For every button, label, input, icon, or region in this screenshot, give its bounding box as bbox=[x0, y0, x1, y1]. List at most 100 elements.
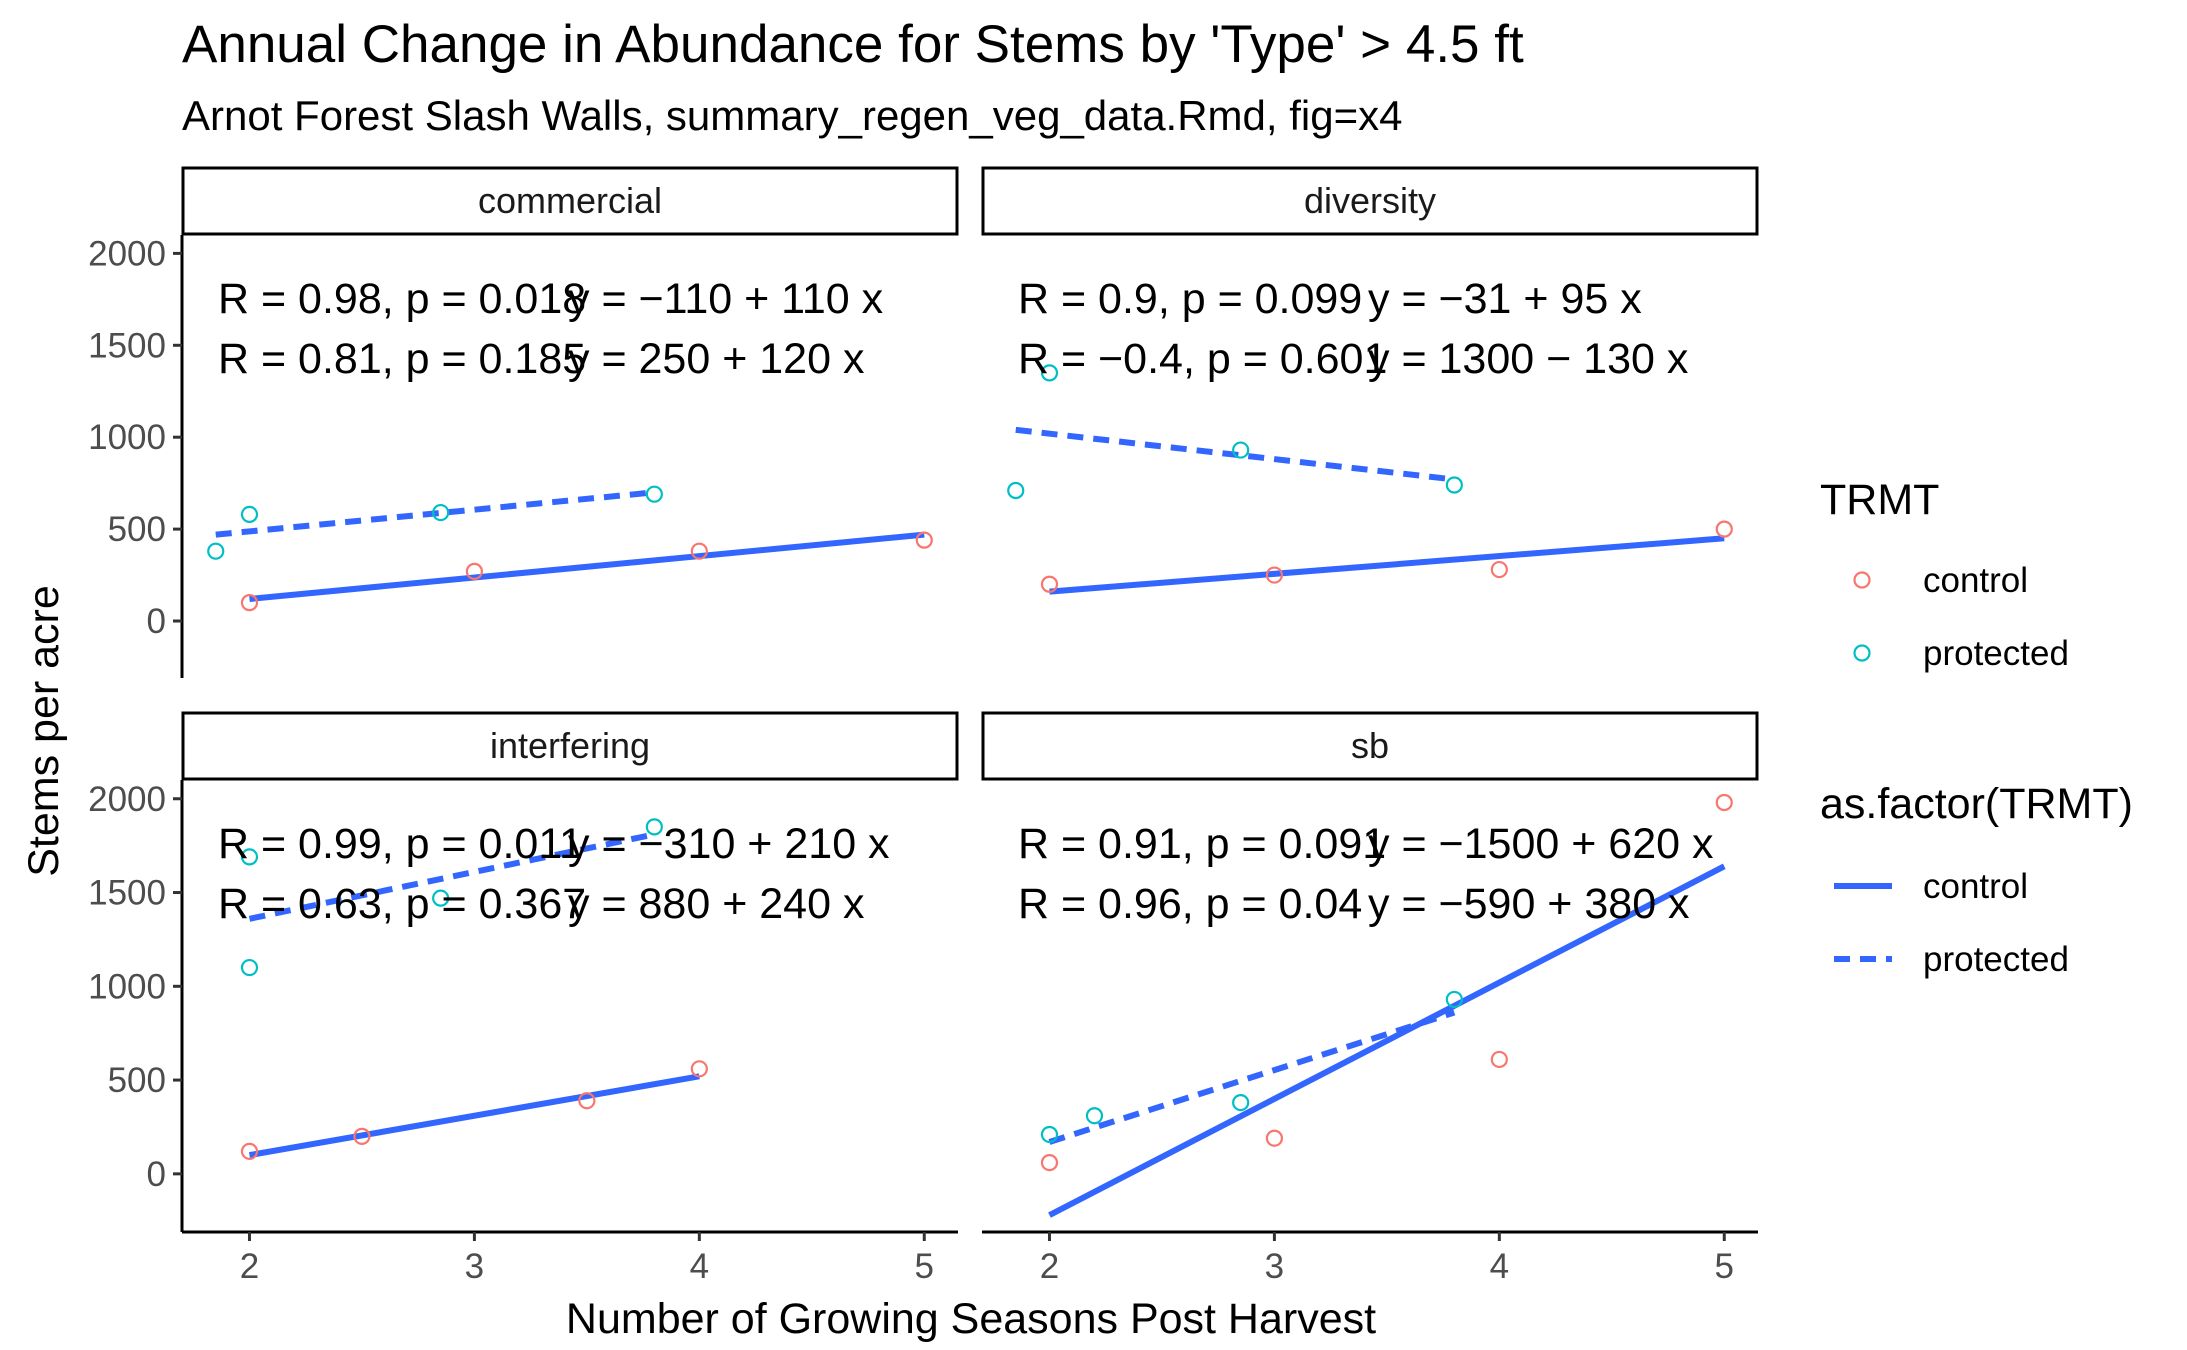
legend-key-point-control bbox=[1853, 571, 1871, 589]
facet-panel-interfering: interfering 0 500 1000 1500 2000 2 3 4 5 R = 0.99,… bbox=[88, 711, 959, 1286]
protected-trend-line bbox=[215, 489, 655, 538]
protected-point bbox=[1007, 481, 1025, 500]
equation-annotation: y = −310 + 210 x bbox=[568, 820, 890, 868]
control-point bbox=[690, 542, 708, 560]
correlation-annotation: R = 0.98, p = 0.018 bbox=[218, 275, 586, 323]
x-tick-label: 5 bbox=[915, 1247, 934, 1286]
y-tick-label: 2000 bbox=[88, 780, 166, 819]
x-tick-label: 2 bbox=[1040, 1247, 1059, 1286]
protected-point bbox=[1040, 364, 1059, 382]
control-point bbox=[1265, 1129, 1284, 1147]
facet-strip bbox=[181, 166, 959, 236]
legend-label-point-control: control bbox=[1923, 561, 2028, 600]
control-point bbox=[1715, 520, 1733, 538]
legend-label-point-protected: protected bbox=[1923, 634, 2069, 673]
facet-strip-label: sb bbox=[1351, 725, 1389, 766]
x-tick-label: 3 bbox=[465, 1247, 484, 1286]
control-point bbox=[1490, 1050, 1508, 1069]
correlation-annotation: R = 0.91, p = 0.091 bbox=[1018, 820, 1386, 868]
protected-trend-line bbox=[1048, 1009, 1456, 1145]
legend: TRMT control protected as.factor(TRMT) contr… bbox=[1820, 476, 2133, 979]
control-trend-line bbox=[1049, 535, 1725, 595]
correlation-annotation: R = 0.81, p = 0.185 bbox=[218, 335, 586, 383]
y-tick-label: 0 bbox=[147, 1155, 166, 1194]
protected-point bbox=[1040, 1125, 1059, 1144]
y-tick-label: 2000 bbox=[88, 234, 166, 273]
equation-annotation: y = 1300 − 130 x bbox=[1368, 335, 1689, 383]
chart-title: Annual Change in Abundance for Stems by … bbox=[182, 15, 1524, 74]
control-point bbox=[915, 531, 933, 549]
control-trend-line bbox=[249, 531, 925, 602]
x-tick-label: 2 bbox=[240, 1247, 259, 1286]
facet-strip-label: diversity bbox=[1304, 180, 1436, 221]
correlation-annotation: R = −0.4, p = 0.601 bbox=[1018, 335, 1387, 383]
y-tick-label: 500 bbox=[108, 510, 166, 549]
protected-trend-line bbox=[248, 831, 655, 922]
y-axis-title: Stems per acre bbox=[20, 585, 68, 877]
protected-point bbox=[240, 848, 259, 866]
facet-strip bbox=[981, 166, 1759, 236]
facet-panels: commercial 0 500 1000 1500 2000 R = 0.98, p = … bbox=[88, 166, 1759, 1286]
y-tick-label: 0 bbox=[147, 602, 166, 641]
correlation-annotation: R = 0.96, p = 0.04 bbox=[1018, 880, 1362, 928]
equation-annotation: y = −1500 + 620 x bbox=[1368, 820, 1714, 868]
y-tick-label: 1000 bbox=[88, 967, 166, 1006]
protected-point bbox=[1085, 1107, 1104, 1125]
protected-point bbox=[432, 503, 450, 522]
protected-point bbox=[1232, 1093, 1250, 1112]
control-trend-line bbox=[1048, 863, 1726, 1218]
x-tick-label: 4 bbox=[690, 1247, 709, 1286]
legend-title-as-factor: as.factor(TRMT) bbox=[1820, 780, 2133, 828]
protected-point bbox=[645, 818, 663, 836]
control-trend-line bbox=[248, 1073, 700, 1159]
legend-title-trmt: TRMT bbox=[1820, 476, 1939, 524]
equation-annotation: y = −110 + 110 x bbox=[568, 275, 884, 323]
protected-point bbox=[240, 505, 259, 524]
protected-point bbox=[645, 485, 663, 503]
correlation-annotation: R = 0.63, p = 0.367 bbox=[218, 880, 586, 928]
control-point bbox=[1715, 793, 1733, 812]
control-point bbox=[690, 1060, 708, 1078]
facet-strip bbox=[181, 711, 959, 781]
legend-label-line-control: control bbox=[1923, 867, 2028, 906]
facet-panel-commercial: commercial 0 500 1000 1500 2000 R = 0.98, p = … bbox=[88, 166, 959, 678]
control-point bbox=[1265, 566, 1284, 584]
control-point bbox=[240, 594, 259, 612]
control-point bbox=[240, 1142, 259, 1160]
control-point bbox=[353, 1127, 371, 1145]
control-point bbox=[1040, 575, 1059, 593]
protected-point bbox=[207, 542, 225, 560]
correlation-annotation: R = 0.9, p = 0.099 bbox=[1018, 275, 1362, 323]
protected-point bbox=[432, 889, 450, 907]
facet-panel-diversity: diversity R = 0.9, p = 0.099 y = −31 + 95 … bbox=[981, 166, 1759, 595]
y-tick-label: 1500 bbox=[88, 326, 166, 365]
facet-strip-label: interfering bbox=[490, 725, 650, 766]
control-point bbox=[1490, 560, 1508, 579]
protected-point bbox=[1232, 441, 1250, 459]
facet-strip bbox=[981, 711, 1759, 781]
control-point bbox=[1040, 1154, 1059, 1172]
protected-point bbox=[1445, 990, 1463, 1009]
legend-key-point-protected bbox=[1853, 644, 1871, 662]
facet-strip-label: commercial bbox=[478, 180, 662, 221]
chart-subtitle: Arnot Forest Slash Walls, summary_regen_… bbox=[182, 92, 1402, 139]
y-tick-label: 500 bbox=[108, 1061, 166, 1100]
legend-label-line-protected: protected bbox=[1923, 940, 2069, 979]
equation-annotation: y = 250 + 120 x bbox=[568, 335, 865, 383]
protected-point bbox=[240, 958, 259, 977]
equation-annotation: y = 880 + 240 x bbox=[568, 880, 865, 928]
correlation-annotation: R = 0.99, p = 0.011 bbox=[218, 820, 583, 868]
protected-point bbox=[1445, 476, 1463, 494]
equation-annotation: y = −590 + 380 x bbox=[1368, 880, 1690, 928]
equation-annotation: y = −31 + 95 x bbox=[1368, 275, 1642, 323]
y-tick-label: 1500 bbox=[88, 874, 166, 913]
x-tick-label: 3 bbox=[1265, 1247, 1284, 1286]
control-point bbox=[578, 1092, 596, 1110]
control-point bbox=[465, 562, 484, 580]
y-tick-label: 1000 bbox=[88, 418, 166, 457]
x-tick-label: 4 bbox=[1490, 1247, 1509, 1286]
x-tick-label: 5 bbox=[1715, 1247, 1734, 1286]
x-axis-title: Number of Growing Seasons Post Harvest bbox=[566, 1295, 1376, 1343]
